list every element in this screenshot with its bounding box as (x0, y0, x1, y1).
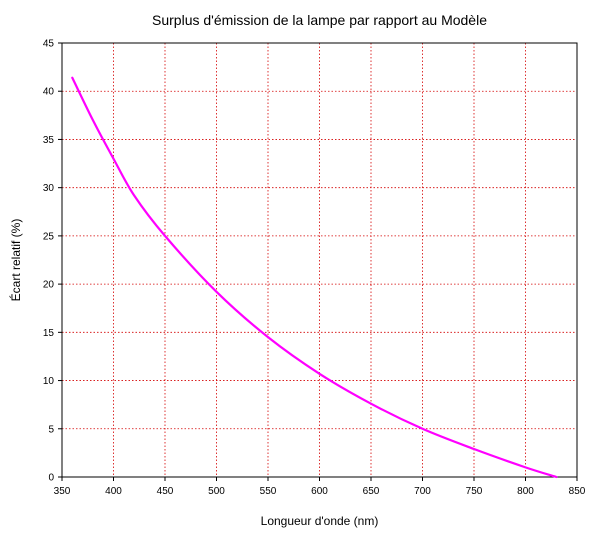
x-tick-label: 350 (54, 486, 71, 497)
x-tick-label: 650 (363, 486, 380, 497)
y-axis-label: Écart relatif (%) (8, 219, 23, 302)
x-tick-label: 750 (466, 486, 483, 497)
x-tick-label: 850 (569, 486, 586, 497)
y-tick-label: 5 (48, 424, 54, 435)
y-tick-label: 40 (43, 87, 55, 98)
x-tick-label: 550 (260, 486, 277, 497)
axis-ticks: 350 400 450 500 550 600 650 700 750 800 850 0 5 10 15 2… (43, 39, 586, 498)
grid (62, 43, 577, 477)
x-tick-label: 600 (311, 486, 328, 497)
x-tick-label: 400 (105, 486, 122, 497)
y-tick-label: 10 (43, 376, 55, 387)
x-tick-label: 500 (208, 486, 225, 497)
x-tick-label: 450 (157, 486, 174, 497)
y-tick-label: 0 (48, 473, 54, 484)
y-tick-label: 30 (43, 183, 55, 194)
y-tick-label: 20 (43, 280, 55, 291)
y-tick-label: 45 (43, 39, 55, 50)
chart-title: Surplus d'émission de la lampe par rappo… (152, 12, 487, 28)
y-tick-label: 15 (43, 328, 55, 339)
x-tick-label: 800 (517, 486, 534, 497)
series-layer (71, 76, 558, 479)
y-tick-label: 25 (43, 231, 55, 242)
x-tick-label: 700 (414, 486, 431, 497)
series-line (71, 76, 558, 479)
x-axis-label: Longueur d'onde (nm) (261, 514, 379, 528)
y-tick-label: 35 (43, 135, 55, 146)
